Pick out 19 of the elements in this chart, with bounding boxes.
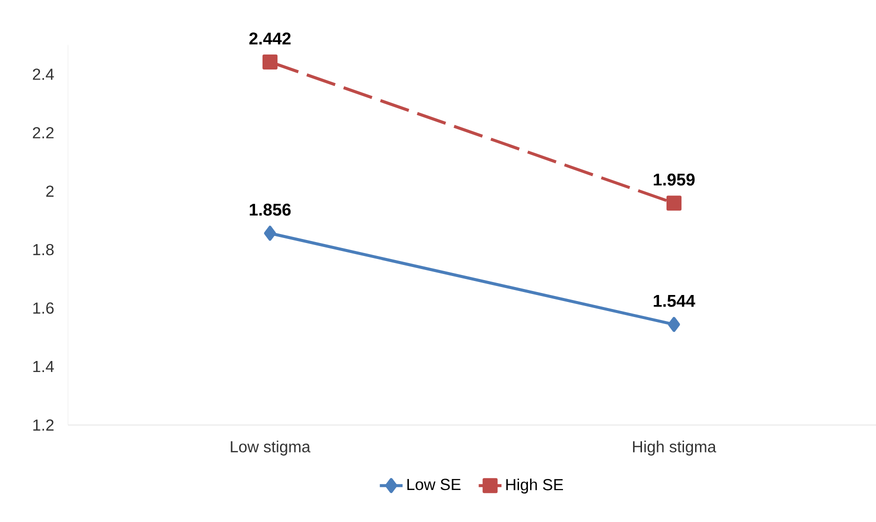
legend-label: High SE <box>506 478 563 494</box>
legend-label: Low SE <box>407 478 461 490</box>
point <box>262 54 278 70</box>
data-label: 1.856 <box>250 204 291 216</box>
x-tick-label: Low stigma <box>230 440 310 456</box>
y-tick-label: 2.2 <box>32 127 54 138</box>
data-label: 1.959 <box>654 174 695 186</box>
y-tick-label: 2.4 <box>32 68 54 80</box>
data-label: 2.442 <box>249 32 291 44</box>
y-tick-label: 1.6 <box>33 302 54 314</box>
y-tick-label: 2 <box>46 186 54 197</box>
point <box>264 226 276 241</box>
point <box>666 196 682 211</box>
y-tick-label: 1.4 <box>33 361 54 372</box>
y-tick-label: 1.8 <box>33 244 54 256</box>
x-tick-label: High stigma <box>633 440 716 456</box>
y-tick-label: 1.2 <box>33 419 54 431</box>
point <box>668 316 680 332</box>
data-label: 1.544 <box>654 295 696 307</box>
